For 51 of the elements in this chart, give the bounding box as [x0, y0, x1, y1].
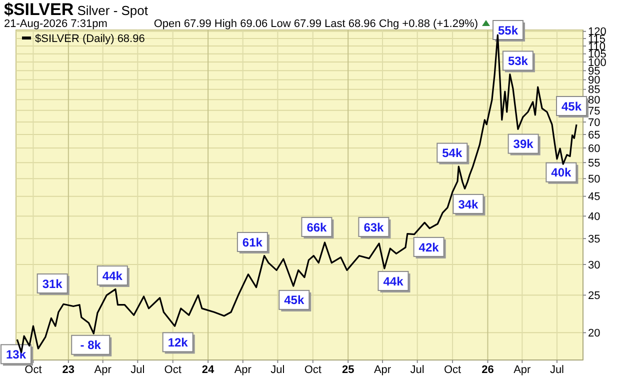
- x-tick-label: 24: [202, 364, 216, 376]
- y-tick-label: 45: [588, 191, 600, 204]
- y-tick-label: 80: [588, 94, 600, 106]
- x-tick-label: Oct: [444, 364, 462, 376]
- annotation: 66k: [306, 220, 328, 234]
- x-tick-label: Jul: [270, 364, 285, 376]
- x-tick-label: Jul: [130, 364, 145, 376]
- x-tick-label: 25: [342, 364, 354, 376]
- annotation: 42k: [418, 240, 440, 254]
- y-tick-label: 40: [588, 210, 600, 223]
- x-tick-label: Jul: [410, 364, 424, 376]
- annotation: 31k: [42, 276, 63, 291]
- annotation: 39k: [513, 137, 534, 152]
- annotation: 12k: [168, 336, 188, 350]
- annotation: 45k: [284, 293, 304, 308]
- y-tick-label: 60: [588, 142, 600, 155]
- y-tick-label: 55: [588, 157, 600, 170]
- annotation: 40k: [551, 166, 572, 180]
- x-tick-label: Apr: [374, 364, 392, 376]
- y-tick-label: 75: [588, 105, 600, 118]
- annotation: 55k: [498, 23, 518, 38]
- legend-label: $SILVER (Daily) 68.96: [35, 33, 145, 45]
- y-tick-label: 20: [588, 328, 600, 340]
- y-tick-label: 35: [588, 233, 600, 246]
- x-tick-label: Oct: [304, 364, 322, 376]
- x-tick-label: 23: [62, 364, 75, 376]
- y-tick-label: 85: [588, 84, 600, 96]
- annotation: 34k: [458, 197, 479, 212]
- x-tick-label: Apr: [94, 364, 112, 376]
- y-tick-label: 65: [588, 129, 600, 142]
- chart-title: $SILVER Silver - Spot: [4, 0, 148, 19]
- x-tick-label: Jul: [550, 364, 564, 376]
- annotation: Open 67.99 High 69.06 Low 67.99 Last 68.96 Chg +0.88 (+1.29%): [154, 18, 478, 30]
- annotation: 45k: [562, 99, 582, 114]
- annotation: 44k: [383, 274, 404, 288]
- annotation: 63k: [364, 220, 384, 234]
- x-tick-label: 26: [482, 364, 494, 376]
- annotation: - 8k: [80, 338, 102, 352]
- y-tick-label: 50: [588, 173, 600, 186]
- chart-subtitle: 21-Aug-2026 7:31pm: [4, 18, 108, 30]
- x-tick-label: Oct: [24, 364, 42, 376]
- annotation: 61k: [242, 235, 263, 250]
- y-tick-label: 70: [588, 116, 600, 129]
- x-tick-label: Apr: [234, 364, 252, 376]
- y-tick-label: 25: [588, 290, 600, 302]
- y-tick-label: 30: [588, 259, 600, 272]
- x-tick-label: Apr: [514, 364, 532, 376]
- annotation: 54k: [442, 146, 462, 160]
- annotation: 44k: [102, 268, 123, 283]
- x-tick-label: Oct: [164, 364, 182, 376]
- annotation: 53k: [508, 54, 528, 68]
